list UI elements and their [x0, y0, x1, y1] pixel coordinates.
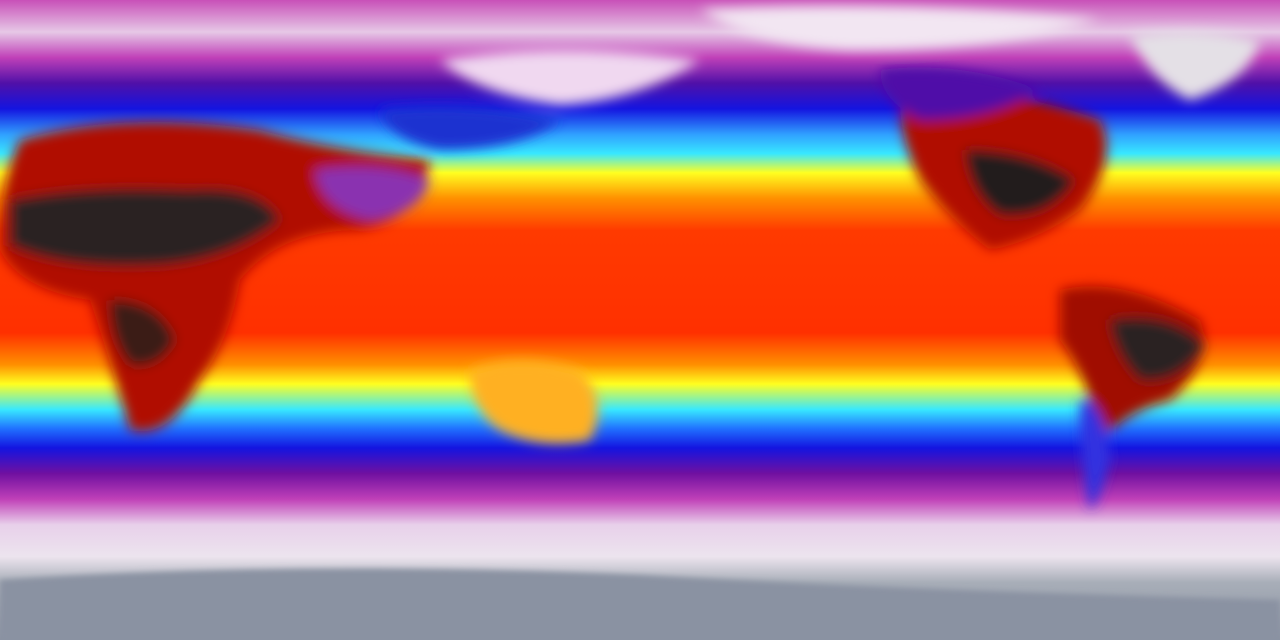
antarctica	[0, 568, 1280, 640]
continents	[0, 6, 1260, 510]
southern-africa-dark-region	[110, 300, 175, 366]
australia	[470, 360, 598, 444]
sahara-arabia-dark-region	[10, 188, 280, 266]
antarctica-ice-sheet	[0, 568, 1280, 640]
central-asia-cool-region	[380, 106, 560, 150]
canada-cold-region	[880, 67, 1040, 120]
arctic-ice	[700, 6, 1100, 50]
siberia-cold-region	[440, 50, 700, 105]
north-america-dark-region	[965, 150, 1075, 216]
amazon-dark-region	[1110, 317, 1205, 381]
greenland	[1130, 31, 1260, 100]
tibet-plateau	[315, 166, 430, 220]
andes-patagonia	[1080, 400, 1110, 510]
